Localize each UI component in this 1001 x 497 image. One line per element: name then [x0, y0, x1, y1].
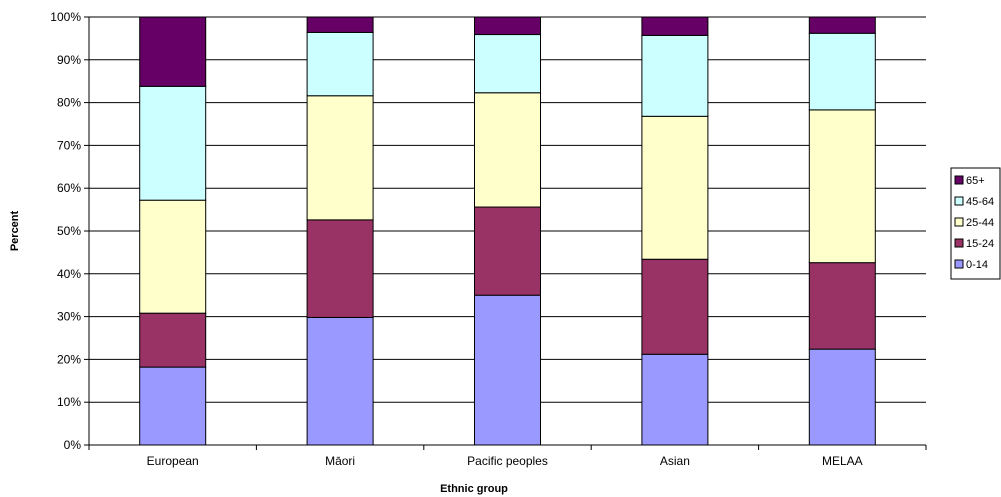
legend-label-45-64: 45-64	[966, 196, 994, 208]
legend: 65+ 45-64 25-44 15-24 0-14	[950, 167, 1001, 280]
bar-melaa-0-14	[808, 348, 876, 446]
x-axis-title: Ethnic group	[440, 483, 508, 495]
legend-swatch-25-44	[954, 217, 964, 227]
bar-asian-65	[641, 16, 709, 36]
bar-pacific-peoples-45-64	[474, 34, 541, 94]
legend-swatch-0-14	[954, 259, 964, 269]
x-tick-label: MELAA	[822, 454, 863, 468]
bar-european-0-14	[139, 366, 207, 446]
legend-label-65: 65+	[966, 175, 985, 187]
bar-asian-45-64	[641, 34, 709, 117]
legend-label-15-24: 15-24	[966, 238, 994, 250]
y-axis-title: Percent	[9, 210, 21, 251]
x-tick-label: European	[147, 454, 199, 468]
bar-pacific-peoples-65	[474, 16, 541, 36]
bar-pacific-peoples-25-44	[474, 92, 541, 208]
y-tick-label: 20%	[57, 352, 81, 366]
bar-european-25-44	[139, 199, 207, 314]
y-tick-label: 40%	[57, 267, 81, 281]
bar-maori-15-24	[306, 219, 374, 318]
x-tick-label: Pacific peoples	[467, 454, 548, 468]
x-tick-label: Asian	[660, 454, 690, 468]
legend-swatch-45-64	[954, 196, 964, 206]
y-tick-label: 50%	[57, 224, 81, 238]
bar-maori-0-14	[306, 316, 374, 446]
bar-melaa-45-64	[808, 32, 876, 111]
bar-pacific-peoples-0-14	[474, 294, 541, 446]
bar-european-45-64	[139, 85, 207, 201]
bar-maori-25-44	[306, 95, 374, 221]
y-tick-label: 30%	[57, 310, 81, 324]
bars	[139, 16, 876, 446]
bar-asian-25-44	[641, 115, 709, 260]
bar-asian-0-14	[641, 353, 709, 446]
y-tick-label: 80%	[57, 96, 81, 110]
bar-maori-65	[306, 16, 374, 33]
axes: 0% 10% 20% 30% 40% 50% 60% 70% 80% 90% 100% Europea…	[50, 10, 927, 468]
bar-asian-15-24	[641, 258, 709, 355]
bar-melaa-65	[808, 16, 876, 34]
bar-european-65	[139, 16, 207, 87]
bar-melaa-15-24	[808, 262, 876, 350]
bar-maori-45-64	[306, 31, 374, 97]
y-tick-label: 0%	[64, 438, 82, 452]
legend-label-25-44: 25-44	[966, 217, 994, 229]
bar-european-15-24	[139, 312, 207, 368]
bar-melaa-25-44	[808, 109, 876, 264]
x-tick-label: Māori	[325, 454, 355, 468]
bar-pacific-peoples-15-24	[474, 206, 541, 296]
legend-label-0-14: 0-14	[966, 259, 988, 271]
y-tick-label: 60%	[57, 181, 81, 195]
y-tick-label: 100%	[50, 10, 81, 24]
legend-swatch-65	[954, 175, 964, 185]
y-tick-label: 70%	[57, 138, 81, 152]
y-tick-label: 90%	[57, 53, 81, 67]
y-tick-label: 10%	[57, 395, 81, 409]
legend-swatch-15-24	[954, 238, 964, 248]
